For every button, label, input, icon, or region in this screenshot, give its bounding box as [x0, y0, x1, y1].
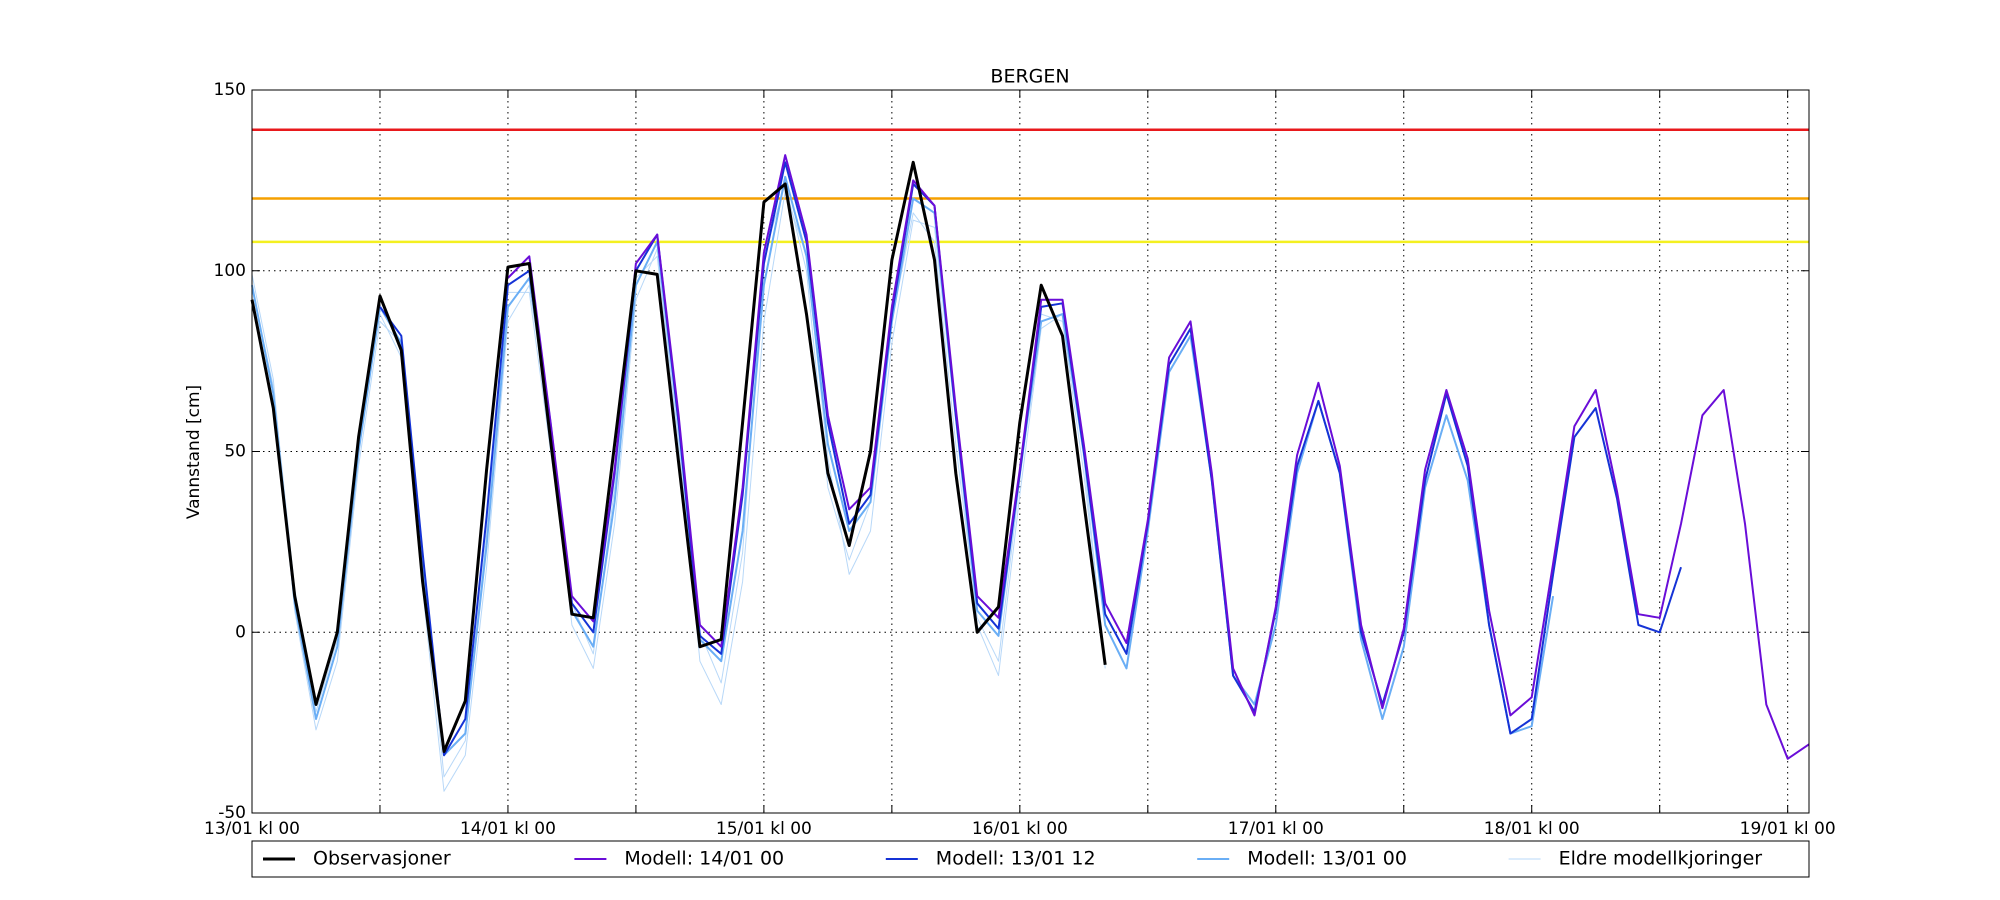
series-line [251, 183, 1106, 778]
y-tick-label: 100 [214, 261, 246, 281]
y-tick-label: 50 [224, 442, 246, 462]
legend-label: Eldre modellkjoringer [1559, 848, 1763, 870]
series-line [250, 160, 1107, 753]
x-tick-label: 17/01 kl 00 [1228, 819, 1324, 839]
x-tick-label: 16/01 kl 00 [972, 819, 1068, 839]
x-tick-label: 18/01 kl 00 [1484, 819, 1580, 839]
chart-title: BERGEN [990, 66, 1069, 88]
plot-frame [251, 89, 1810, 814]
legend-label: Modell: 13/01 12 [936, 848, 1096, 870]
y-tick-label: 150 [214, 80, 246, 100]
y-tick-label: 0 [235, 622, 246, 642]
legend-box [251, 840, 1810, 878]
series-line [507, 154, 1810, 760]
x-tick-label: 15/01 kl 00 [716, 819, 812, 839]
x-tick-label: 19/01 kl 00 [1740, 819, 1836, 839]
series-line [251, 175, 1555, 757]
legend-label: Modell: 14/01 00 [624, 848, 784, 870]
x-tick-label: 14/01 kl 00 [460, 819, 556, 839]
legend-label: Modell: 13/01 00 [1247, 848, 1407, 870]
legend-label: Observasjoner [313, 848, 451, 870]
y-axis-label: Vannstand [cm] [184, 385, 204, 519]
y-tick-label: -50 [218, 803, 246, 823]
x-tick-label: 13/01 kl 00 [204, 819, 300, 839]
series-line [379, 161, 1682, 757]
